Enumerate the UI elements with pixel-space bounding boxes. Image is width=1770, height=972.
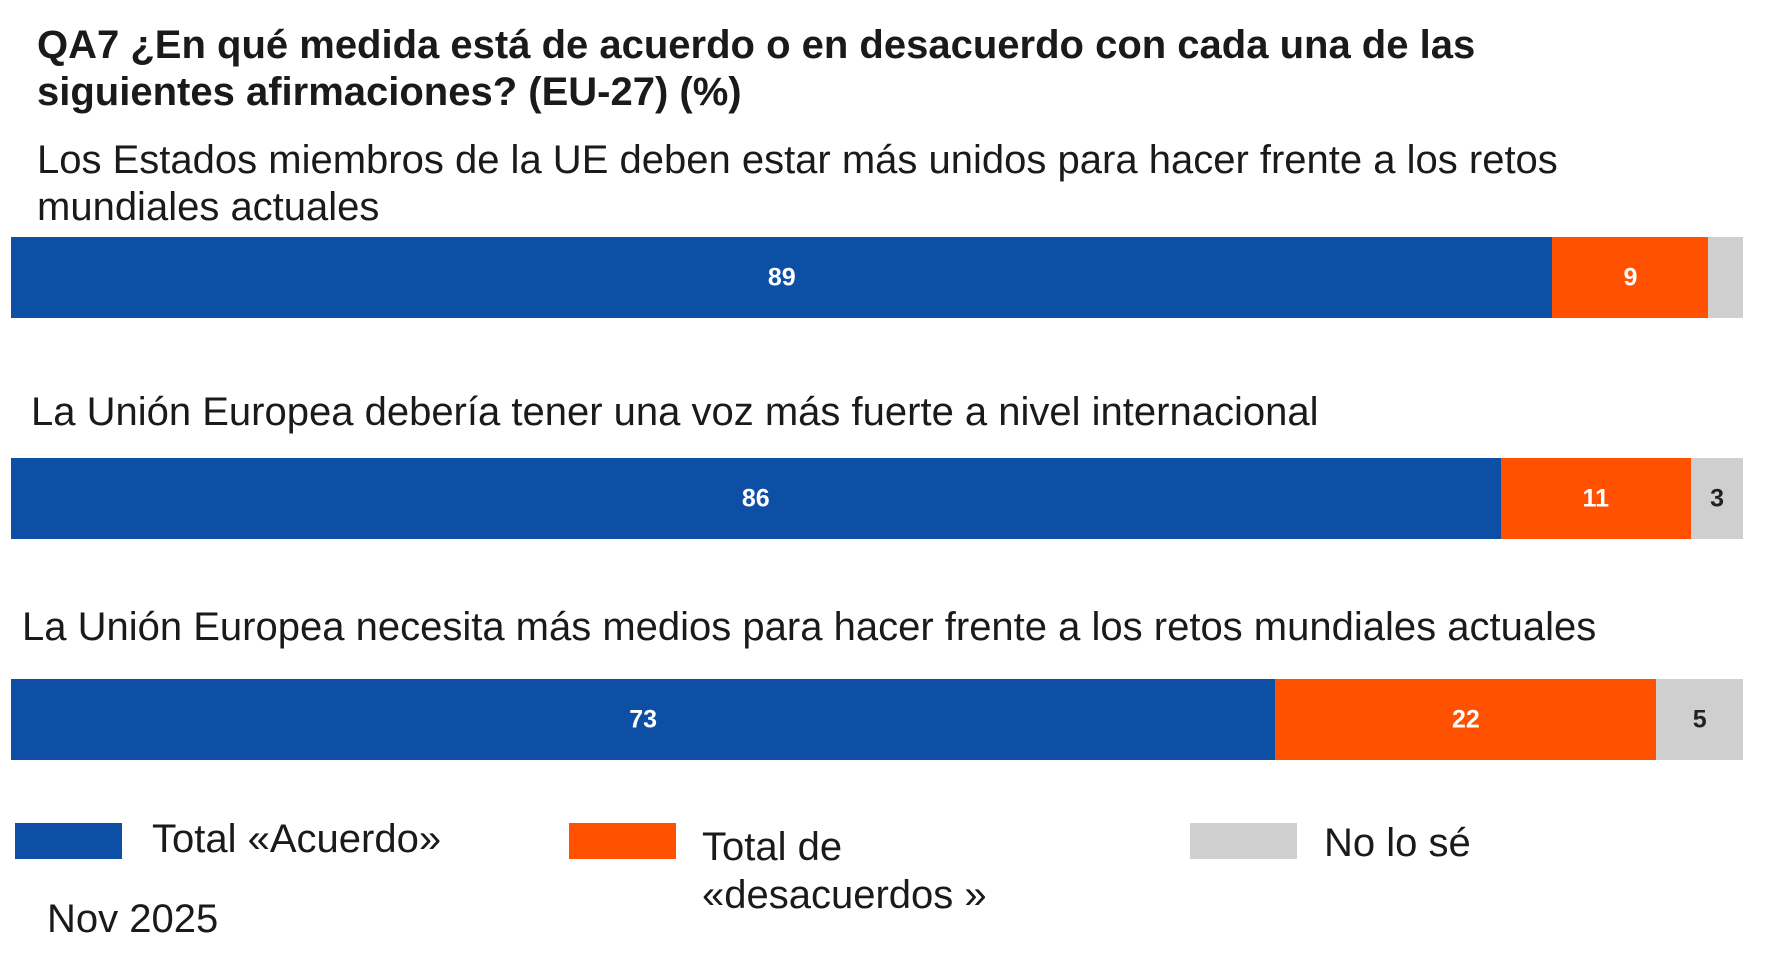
legend-swatch-disagree — [569, 823, 676, 859]
bar-agree-2 — [11, 458, 1501, 539]
legend-label-dontknow: No lo sé — [1324, 821, 1471, 865]
bar-dontknow-1 — [1708, 237, 1743, 318]
bar-row-1: 89 9 — [11, 237, 1743, 318]
bar-dontknow-3 — [1656, 679, 1743, 760]
bar-row-3: 73 22 5 — [11, 679, 1743, 760]
bar-agree-1 — [11, 237, 1553, 318]
value-label-dontknow-3: 5 — [1692, 705, 1707, 733]
value-label-dontknow-2: 3 — [1710, 484, 1724, 512]
date-footnote: Nov 2025 — [47, 897, 219, 941]
bar-agree-3 — [11, 679, 1276, 760]
value-label-disagree-3: 22 — [1451, 705, 1480, 733]
value-label-agree-3: 73 — [629, 705, 658, 733]
bar-disagree-2 — [1500, 458, 1692, 539]
bar-disagree-3 — [1275, 679, 1657, 760]
chart-title: QA7 ¿En qué medida está de acuerdo o en … — [37, 23, 1476, 114]
statement-label-3: La Unión Europea necesita más medios par… — [22, 605, 1597, 649]
legend-label-agree: Total «Acuerdo» — [152, 817, 442, 861]
bar-dontknow-2 — [1691, 458, 1743, 539]
legend-label-disagree: Total de «desacuerdos » — [702, 825, 987, 917]
value-label-agree-1: 89 — [767, 263, 796, 291]
statement-label-2: La Unión Europea debería tener una voz m… — [31, 390, 1319, 434]
legend-swatch-dontknow — [1190, 823, 1297, 859]
legend-swatch-agree — [15, 823, 122, 859]
statement-label-1: Los Estados miembros de la UE deben esta… — [37, 138, 1558, 229]
bar-row-2: 86 11 3 — [11, 458, 1743, 539]
value-label-agree-2: 86 — [741, 484, 770, 512]
value-label-disagree-2: 11 — [1582, 484, 1609, 512]
bar-disagree-1 — [1552, 237, 1709, 318]
value-label-disagree-1: 9 — [1623, 263, 1638, 291]
